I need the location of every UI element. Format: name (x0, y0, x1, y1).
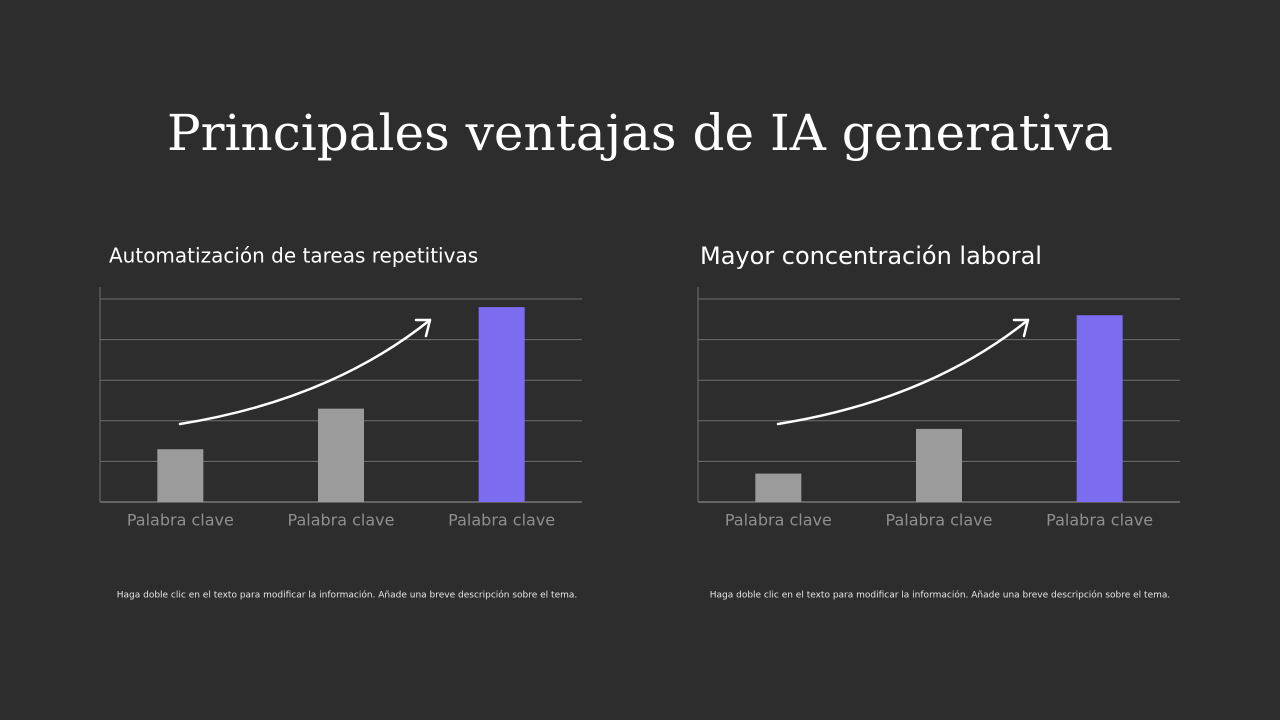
trend-arrow (776, 318, 1030, 426)
x-tick-label: Palabra clave (1046, 511, 1153, 530)
x-tick-label: Palabra clave (448, 511, 555, 530)
chart-title: Automatización de tareas repetitivas (109, 244, 478, 268)
arrow-head (414, 318, 432, 338)
x-tick-label: Palabra clave (288, 511, 395, 530)
bar (318, 408, 364, 502)
chart-caption: Haga doble clic en el texto para modific… (117, 590, 578, 601)
chart-title: Mayor concentración laboral (700, 242, 1042, 270)
bar (157, 449, 204, 502)
bar (478, 307, 525, 502)
bar (1076, 315, 1123, 502)
bar (916, 428, 962, 502)
arrow-head (1012, 318, 1030, 338)
bar (755, 473, 802, 502)
x-tick-label: Palabra clave (725, 511, 832, 530)
slide-title: Principales ventajas de IA generativa (167, 104, 1113, 162)
x-tick-label: Palabra clave (127, 511, 234, 530)
x-tick-label: Palabra clave (886, 511, 993, 530)
trend-arrow (178, 318, 432, 426)
chart-caption: Haga doble clic en el texto para modific… (710, 590, 1171, 601)
